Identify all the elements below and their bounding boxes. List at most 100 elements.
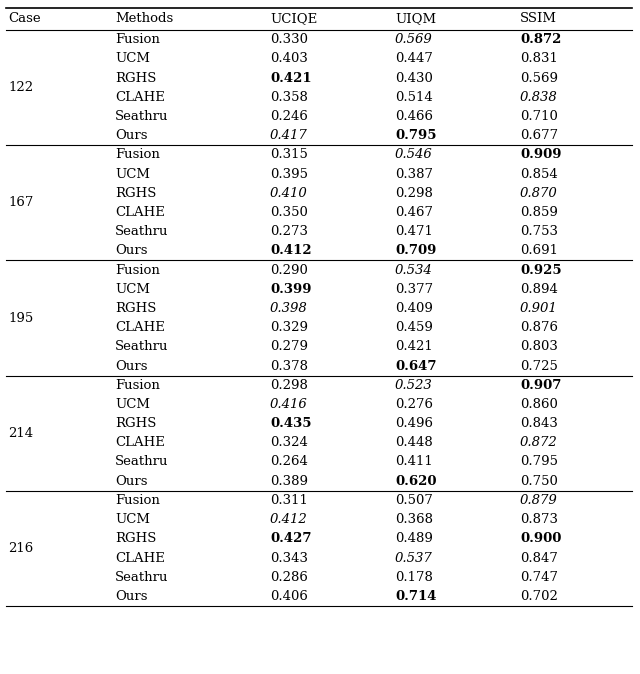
Text: Ours: Ours (115, 359, 147, 373)
Text: UCM: UCM (115, 282, 150, 296)
Text: 0.398: 0.398 (270, 302, 308, 315)
Text: UCM: UCM (115, 53, 150, 65)
Text: 0.412: 0.412 (270, 513, 308, 526)
Text: Methods: Methods (115, 13, 173, 26)
Text: 0.416: 0.416 (270, 398, 308, 411)
Text: UCM: UCM (115, 168, 150, 181)
Text: 0.750: 0.750 (520, 474, 558, 488)
Text: 0.879: 0.879 (520, 494, 557, 507)
Text: Seathru: Seathru (115, 571, 168, 584)
Text: 0.714: 0.714 (395, 590, 436, 603)
Text: 0.387: 0.387 (395, 168, 433, 181)
Text: 0.725: 0.725 (520, 359, 558, 373)
Text: 0.894: 0.894 (520, 282, 558, 296)
Text: 0.647: 0.647 (395, 359, 436, 373)
Text: 0.311: 0.311 (270, 494, 308, 507)
Text: 0.264: 0.264 (270, 456, 308, 468)
Text: 0.389: 0.389 (270, 474, 308, 488)
Text: Ours: Ours (115, 244, 147, 257)
Text: 0.399: 0.399 (270, 282, 312, 296)
Text: CLAHE: CLAHE (115, 551, 165, 565)
Text: 0.329: 0.329 (270, 321, 308, 334)
Text: 0.537: 0.537 (395, 551, 433, 565)
Text: 0.534: 0.534 (395, 264, 433, 276)
Text: 0.368: 0.368 (395, 513, 433, 526)
Text: 0.178: 0.178 (395, 571, 433, 584)
Text: Ours: Ours (115, 474, 147, 488)
Text: 0.925: 0.925 (520, 264, 562, 276)
Text: 0.795: 0.795 (395, 129, 436, 142)
Text: 0.747: 0.747 (520, 571, 558, 584)
Text: 0.246: 0.246 (270, 110, 308, 123)
Text: 0.403: 0.403 (270, 53, 308, 65)
Text: 0.872: 0.872 (520, 436, 557, 450)
Text: 0.466: 0.466 (395, 110, 433, 123)
Text: RGHS: RGHS (115, 417, 156, 430)
Text: 0.467: 0.467 (395, 206, 433, 219)
Text: CLAHE: CLAHE (115, 436, 165, 450)
Text: 0.377: 0.377 (395, 282, 433, 296)
Text: 0.709: 0.709 (395, 244, 436, 257)
Text: 0.421: 0.421 (270, 71, 312, 84)
Text: 0.358: 0.358 (270, 91, 308, 104)
Text: 0.753: 0.753 (520, 225, 558, 238)
Text: 0.279: 0.279 (270, 340, 308, 353)
Text: RGHS: RGHS (115, 302, 156, 315)
Text: 0.859: 0.859 (520, 206, 558, 219)
Text: 0.876: 0.876 (520, 321, 558, 334)
Text: 122: 122 (8, 81, 33, 94)
Text: Seathru: Seathru (115, 340, 168, 353)
Text: 0.909: 0.909 (520, 148, 561, 161)
Text: 0.324: 0.324 (270, 436, 308, 450)
Text: 0.710: 0.710 (520, 110, 558, 123)
Text: 0.546: 0.546 (395, 148, 433, 161)
Text: RGHS: RGHS (115, 532, 156, 545)
Text: Fusion: Fusion (115, 379, 160, 392)
Text: 0.471: 0.471 (395, 225, 433, 238)
Text: 0.569: 0.569 (395, 33, 433, 46)
Text: CLAHE: CLAHE (115, 91, 165, 104)
Text: UCM: UCM (115, 513, 150, 526)
Text: 0.901: 0.901 (520, 302, 557, 315)
Text: 0.489: 0.489 (395, 532, 433, 545)
Text: UCIQE: UCIQE (270, 13, 317, 26)
Text: 0.411: 0.411 (395, 456, 433, 468)
Text: 0.496: 0.496 (395, 417, 433, 430)
Text: 167: 167 (8, 196, 33, 210)
Text: CLAHE: CLAHE (115, 206, 165, 219)
Text: 216: 216 (8, 542, 33, 555)
Text: 0.702: 0.702 (520, 590, 558, 603)
Text: Ours: Ours (115, 129, 147, 142)
Text: 0.298: 0.298 (270, 379, 308, 392)
Text: 0.343: 0.343 (270, 551, 308, 565)
Text: 0.838: 0.838 (520, 91, 557, 104)
Text: 0.831: 0.831 (520, 53, 558, 65)
Text: Fusion: Fusion (115, 494, 160, 507)
Text: 0.459: 0.459 (395, 321, 433, 334)
Text: 0.872: 0.872 (520, 33, 561, 46)
Text: CLAHE: CLAHE (115, 321, 165, 334)
Text: 0.677: 0.677 (520, 129, 558, 142)
Text: 0.410: 0.410 (270, 187, 308, 200)
Text: 0.298: 0.298 (395, 187, 433, 200)
Text: UIQM: UIQM (395, 13, 436, 26)
Text: 0.873: 0.873 (520, 513, 558, 526)
Text: Seathru: Seathru (115, 225, 168, 238)
Text: 0.514: 0.514 (395, 91, 433, 104)
Text: Fusion: Fusion (115, 264, 160, 276)
Text: Seathru: Seathru (115, 456, 168, 468)
Text: RGHS: RGHS (115, 187, 156, 200)
Text: 0.315: 0.315 (270, 148, 308, 161)
Text: 0.330: 0.330 (270, 33, 308, 46)
Text: 0.870: 0.870 (520, 187, 557, 200)
Text: 0.350: 0.350 (270, 206, 308, 219)
Text: 0.409: 0.409 (395, 302, 433, 315)
Text: 0.378: 0.378 (270, 359, 308, 373)
Text: 0.843: 0.843 (520, 417, 558, 430)
Text: 0.406: 0.406 (270, 590, 308, 603)
Text: 0.860: 0.860 (520, 398, 558, 411)
Text: 0.795: 0.795 (520, 456, 558, 468)
Text: 0.286: 0.286 (270, 571, 308, 584)
Text: 0.395: 0.395 (270, 168, 308, 181)
Text: 0.854: 0.854 (520, 168, 557, 181)
